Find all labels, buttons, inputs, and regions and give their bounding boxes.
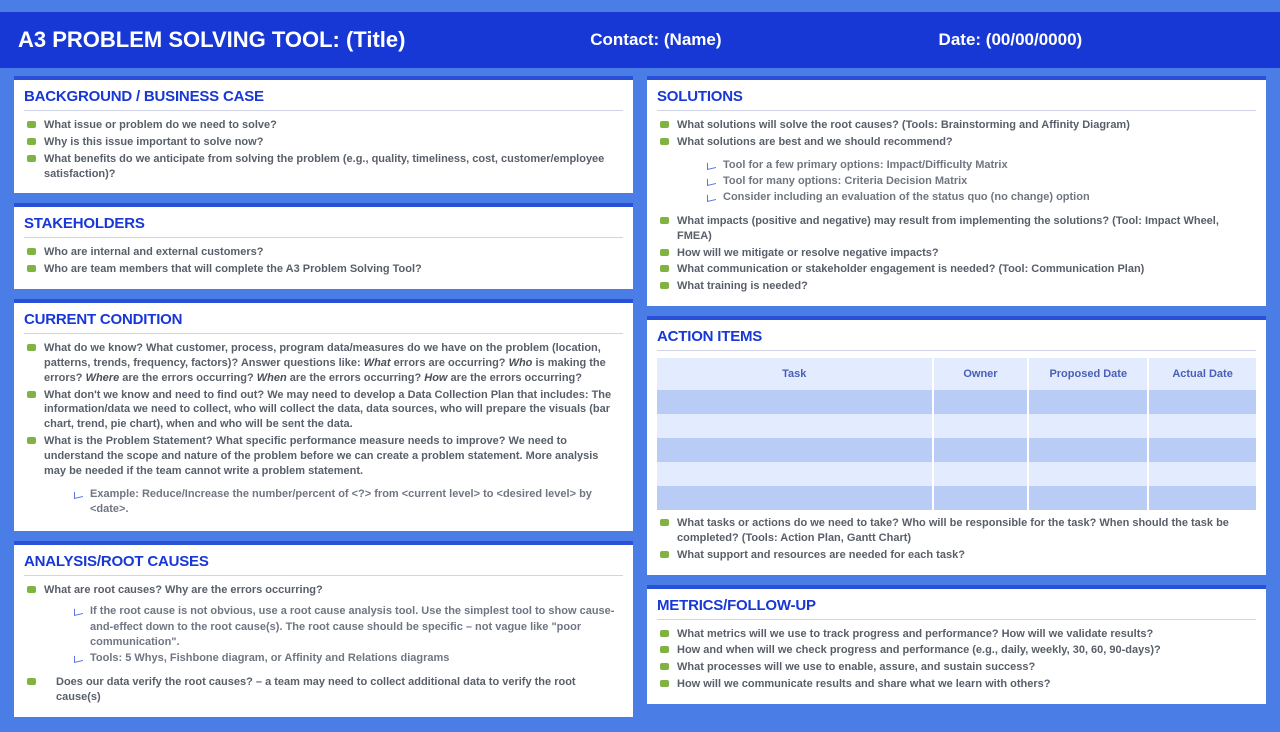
col-task: Task (657, 358, 933, 390)
list-item: Who are internal and external customers? (24, 245, 623, 260)
list-item: What impacts (positive and negative) may… (657, 214, 1256, 244)
stakeholders-list: Who are internal and external customers?… (24, 245, 623, 277)
emph: What (364, 357, 391, 369)
list-item: What issue or problem do we need to solv… (24, 118, 623, 133)
sub-item: Example: Reduce/Increase the number/perc… (72, 487, 623, 518)
solutions-sublist: Tool for a few primary options: Impact/D… (705, 158, 1256, 206)
list-item: What tasks or actions do we need to take… (657, 516, 1256, 546)
action-table: Task Owner Proposed Date Actual Date (657, 358, 1256, 510)
heading-metrics: METRICS/FOLLOW-UP (657, 597, 1256, 620)
metrics-list: What metrics will we use to track progre… (657, 627, 1256, 692)
list-item: What don't we know and need to find out?… (24, 388, 623, 433)
date-label: Date: (00/00/0000) (939, 30, 1083, 50)
sub-item: Tools: 5 Whys, Fishbone diagram, or Affi… (72, 651, 623, 666)
action-table-body (657, 390, 1256, 510)
contact-label: Contact: (Name) (590, 30, 938, 50)
header-bar: A3 PROBLEM SOLVING TOOL: (Title) Contact… (0, 12, 1280, 68)
table-row (657, 390, 1256, 414)
list-item: What support and resources are needed fo… (657, 548, 1256, 563)
right-column: SOLUTIONS What solutions will solve the … (647, 76, 1266, 717)
panel-metrics: METRICS/FOLLOW-UP What metrics will we u… (647, 585, 1266, 704)
list-item: Why is this issue important to solve now… (24, 135, 623, 150)
list-item: What benefits do we anticipate from solv… (24, 152, 623, 182)
heading-stakeholders: STAKEHOLDERS (24, 215, 623, 238)
list-item: How and when will we check progress and … (657, 643, 1256, 658)
list-item: How will we communicate results and shar… (657, 677, 1256, 692)
table-header-row: Task Owner Proposed Date Actual Date (657, 358, 1256, 390)
text: are the errors occurring? (447, 372, 582, 384)
sub-item: Consider including an evaluation of the … (705, 190, 1256, 205)
analysis-sublist: If the root cause is not obvious, use a … (72, 604, 623, 667)
current-list: What do we know? What customer, process,… (24, 341, 623, 479)
heading-analysis: ANALYSIS/ROOT CAUSES (24, 553, 623, 576)
list-item: What do we know? What customer, process,… (24, 341, 623, 386)
list-item: Does our data verify the root causes? – … (24, 675, 623, 705)
table-row (657, 462, 1256, 486)
emph: Where (86, 372, 120, 384)
list-item: What processes will we use to enable, as… (657, 660, 1256, 675)
sub-item: Tool for a few primary options: Impact/D… (705, 158, 1256, 173)
main-columns: BACKGROUND / BUSINESS CASE What issue or… (0, 68, 1280, 731)
table-row (657, 414, 1256, 438)
table-row (657, 486, 1256, 510)
sub-item: Tool for many options: Criteria Decision… (705, 174, 1256, 189)
heading-solutions: SOLUTIONS (657, 88, 1256, 111)
list-item: What communication or stakeholder engage… (657, 262, 1256, 277)
list-item: What solutions will solve the root cause… (657, 118, 1256, 133)
solutions-list2: What impacts (positive and negative) may… (657, 214, 1256, 294)
list-item: What training is needed? (657, 279, 1256, 294)
list-item: What solutions are best and we should re… (657, 135, 1256, 150)
panel-solutions: SOLUTIONS What solutions will solve the … (647, 76, 1266, 306)
list-item: What metrics will we use to track progre… (657, 627, 1256, 642)
analysis-list2: Does our data verify the root causes? – … (24, 675, 623, 705)
panel-background: BACKGROUND / BUSINESS CASE What issue or… (14, 76, 633, 193)
col-owner: Owner (933, 358, 1029, 390)
heading-background: BACKGROUND / BUSINESS CASE (24, 88, 623, 111)
emph: When (257, 372, 287, 384)
list-item: What is the Problem Statement? What spec… (24, 434, 623, 479)
col-actual-date: Actual Date (1148, 358, 1256, 390)
panel-action-items: ACTION ITEMS Task Owner Proposed Date Ac… (647, 316, 1266, 575)
panel-current-condition: CURRENT CONDITION What do we know? What … (14, 299, 633, 531)
col-proposed-date: Proposed Date (1028, 358, 1148, 390)
analysis-list: What are root causes? Why are the errors… (24, 583, 623, 598)
heading-action: ACTION ITEMS (657, 328, 1256, 351)
panel-stakeholders: STAKEHOLDERS Who are internal and extern… (14, 203, 633, 289)
emph: How (424, 372, 447, 384)
list-item: Who are team members that will complete … (24, 262, 623, 277)
emph: Who (509, 357, 533, 369)
list-item: How will we mitigate or resolve negative… (657, 246, 1256, 261)
action-notes: What tasks or actions do we need to take… (657, 516, 1256, 563)
text: are the errors occurring? (287, 372, 425, 384)
sub-item: If the root cause is not obvious, use a … (72, 604, 623, 650)
list-item: What are root causes? Why are the errors… (24, 583, 623, 598)
solutions-list1: What solutions will solve the root cause… (657, 118, 1256, 150)
left-column: BACKGROUND / BUSINESS CASE What issue or… (14, 76, 633, 717)
text: are the errors occurring? (119, 372, 257, 384)
panel-analysis: ANALYSIS/ROOT CAUSES What are root cause… (14, 541, 633, 716)
background-list: What issue or problem do we need to solv… (24, 118, 623, 181)
page-title: A3 PROBLEM SOLVING TOOL: (Title) (18, 27, 590, 53)
table-row (657, 438, 1256, 462)
heading-current: CURRENT CONDITION (24, 311, 623, 334)
current-sublist: Example: Reduce/Increase the number/perc… (72, 487, 623, 518)
text: errors are occurring? (391, 357, 509, 369)
